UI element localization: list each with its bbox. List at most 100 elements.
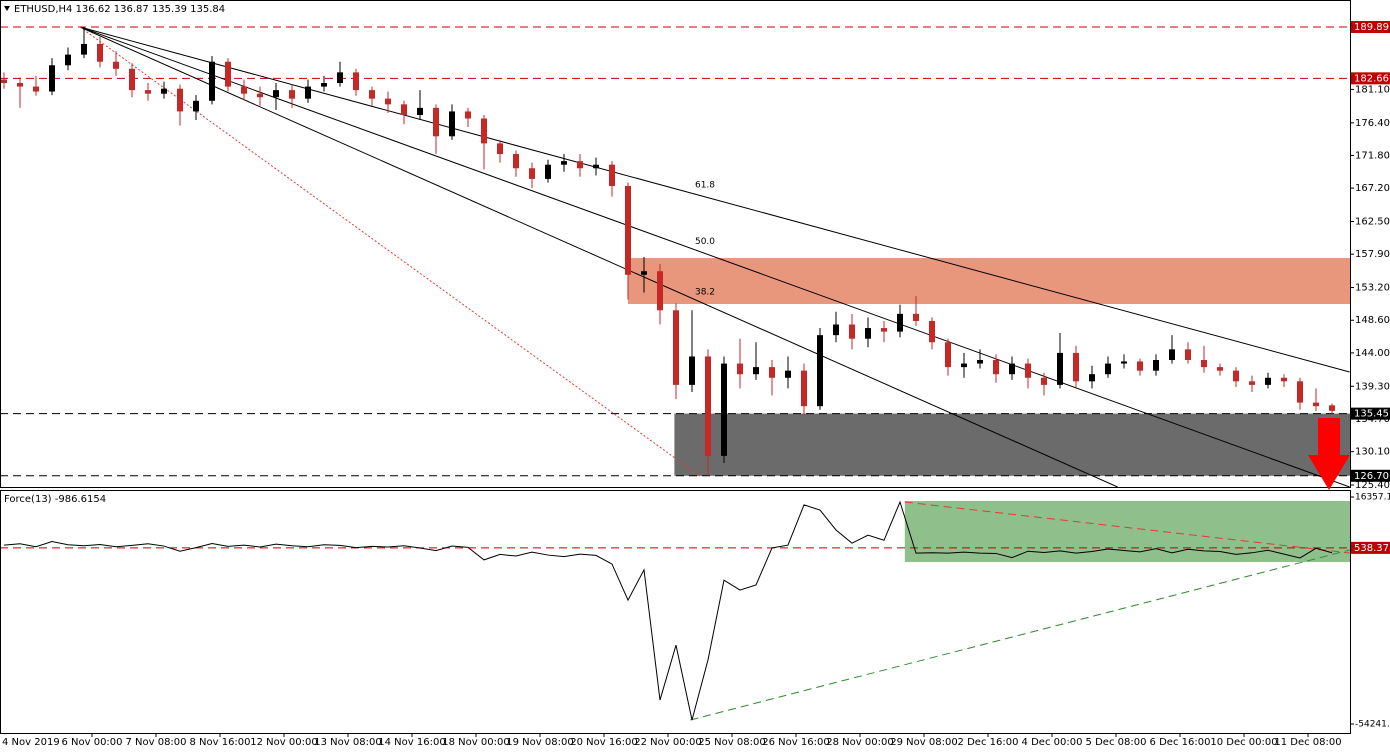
candle-body (209, 61, 215, 101)
candle-body (1105, 363, 1111, 375)
candle-body (177, 88, 183, 112)
candle-body (481, 118, 487, 144)
x-tick-label: 19 Nov 08:00 (506, 737, 573, 748)
candle-body (577, 161, 583, 169)
level-label-box (1351, 407, 1390, 420)
x-tick-label: 18 Nov 00:00 (442, 737, 509, 748)
trend-line (904, 501, 1350, 554)
level-label: 135.45 (1354, 409, 1389, 420)
candle-body (641, 271, 647, 275)
level-label-box (1351, 20, 1390, 33)
candle-body (497, 143, 503, 155)
down-arrow (1308, 418, 1350, 490)
candle-body (369, 90, 375, 99)
x-tick-label: 28 Nov 00:00 (826, 737, 893, 748)
candle-body (993, 360, 999, 375)
candle-body (289, 90, 295, 99)
candle-body (865, 328, 871, 339)
candle-body (513, 154, 519, 169)
candle-body (193, 100, 199, 112)
x-tick-label: 11 Dec 08:00 (1274, 737, 1341, 748)
y-tick-label: 125.40 (1355, 480, 1390, 491)
x-tick-label: 7 Nov 08:00 (125, 737, 186, 748)
force-plot (0, 500, 1350, 721)
x-tick-label: 6 Nov 00:00 (61, 737, 122, 748)
x-tick-label: 20 Nov 16:00 (570, 737, 637, 748)
candle-body (1073, 352, 1079, 382)
fan-label: 61.8 (695, 180, 715, 190)
candle-body (81, 43, 87, 55)
candle-body (1233, 370, 1239, 382)
fan-line (79, 26, 701, 477)
candle-body (353, 72, 359, 91)
candle-body (113, 61, 119, 69)
level-label-box (1351, 72, 1390, 85)
candle-body (609, 164, 615, 187)
candle-body (417, 107, 423, 115)
candle-body (721, 363, 727, 456)
x-tick-label: 5 Dec 08:00 (1086, 737, 1147, 748)
candle-body (561, 161, 567, 165)
candle-body (1265, 377, 1271, 385)
force-frame (0, 490, 1351, 734)
zone (674, 413, 1350, 476)
candle-body (833, 324, 839, 336)
x-tick-label: 14 Nov 16:00 (378, 737, 445, 748)
candle-body (1025, 363, 1031, 378)
candle-body (1153, 360, 1159, 371)
x-tick-label: 12 Nov 00:00 (250, 737, 317, 748)
candle-body (257, 93, 263, 98)
candle-body (161, 88, 167, 94)
y-tick-label: 16357.16 (1355, 492, 1390, 502)
candle-body (929, 320, 935, 343)
candle-body (273, 90, 279, 98)
price-plot: 61.8 50.0 38.2 (0, 26, 1350, 487)
level-label: 538.373 (1354, 543, 1390, 554)
candle-body (961, 363, 967, 368)
candle-body (1137, 361, 1143, 371)
candle-body (769, 367, 775, 378)
candle-body (705, 356, 711, 456)
candle-body (1121, 361, 1127, 364)
trend-line (690, 549, 1350, 721)
candle-body (1169, 349, 1175, 361)
symbol: ETHUSD,H4 (14, 4, 72, 15)
candle-body (49, 65, 55, 92)
force-line (3, 500, 1333, 721)
candle-body (529, 168, 535, 179)
candle-body (593, 164, 599, 169)
candle-body (1185, 349, 1191, 361)
high: 136.87 (114, 4, 149, 15)
candle-body (737, 363, 743, 375)
y-tick-label: 176.40 (1355, 118, 1390, 129)
x-tick-label: 2 Dec 16:00 (958, 737, 1019, 748)
y-tick-label: 144.00 (1355, 348, 1390, 359)
x-tick-label: 13 Nov 08:00 (314, 737, 381, 748)
candle-body (433, 107, 439, 137)
x-tick-label: 8 Nov 16:00 (189, 737, 250, 748)
candle-body (129, 68, 135, 91)
candle-body (1297, 381, 1303, 403)
candle-body (913, 313, 919, 321)
fan-label: 38.2 (695, 288, 715, 298)
y-tick-label: 153.20 (1355, 283, 1390, 294)
x-tick-label: 4 Dec 00:00 (1022, 737, 1083, 748)
fan-line (79, 26, 1118, 487)
candle-body (1217, 367, 1223, 371)
candle-body (145, 90, 151, 94)
open: 136.62 (76, 4, 111, 15)
y-tick-label: -54241.5 (1355, 720, 1390, 730)
x-tick-label: 25 Nov 08:00 (698, 737, 765, 748)
level-label: 126.70 (1354, 471, 1389, 482)
x-tick-label: 22 Nov 00:00 (634, 737, 701, 748)
candle-body (1313, 402, 1319, 407)
candle-body (1041, 377, 1047, 385)
candle-body (65, 54, 71, 66)
candle-body (689, 356, 695, 385)
y-tick-label: 167.20 (1355, 183, 1390, 194)
candle-body (673, 310, 679, 385)
candle-body (753, 367, 759, 375)
candle-body (881, 328, 887, 332)
